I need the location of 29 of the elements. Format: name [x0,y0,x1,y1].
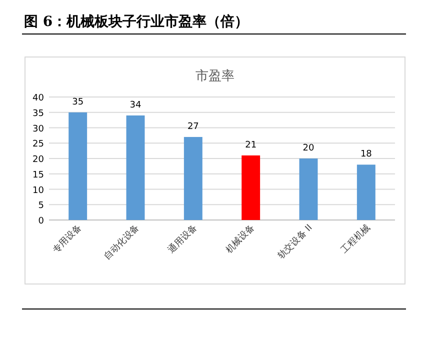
y-tick-label: 20 [32,155,44,165]
data-label: 18 [360,150,372,160]
bar [242,155,260,220]
chart-title: 图 6：机械板块子行业市盈率（倍） [24,13,249,30]
x-tick-label: 专用设备 [50,222,84,256]
bar [184,136,202,220]
y-tick-label: 5 [38,201,44,212]
y-tick-label: 0 [38,216,44,226]
x-tick-label: 自动化设备 [102,222,142,262]
data-label: 21 [245,140,257,150]
chart-subtitle: 市盈率 [196,68,234,84]
bar [299,158,318,220]
y-tick-label: 15 [32,170,44,180]
y-tick-label: 30 [32,124,44,134]
data-label: 27 [187,122,199,132]
y-tick-label: 40 [32,94,44,104]
y-tick-label: 10 [32,186,44,196]
bar [68,112,88,220]
data-label: 20 [302,144,314,154]
y-tick-label: 35 [32,108,44,119]
bar [356,164,376,220]
x-tick-label: 工程机械 [339,222,372,256]
y-tick-label: 25 [32,140,44,150]
data-label: 35 [72,97,84,108]
x-tick-label: 轨交设备 II [276,222,315,262]
bar [126,115,145,220]
x-tick-label: 机械设备 [224,222,257,256]
x-tick-label: 通用设备 [166,222,200,256]
data-label: 34 [130,100,142,110]
